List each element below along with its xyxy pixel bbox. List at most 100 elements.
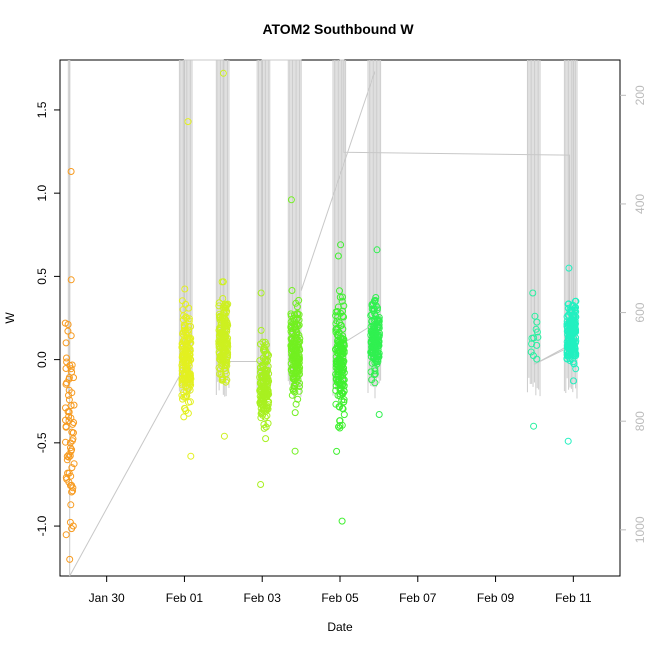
data-point	[224, 351, 232, 359]
data-point	[291, 409, 299, 417]
data-point	[66, 555, 74, 563]
data-point	[565, 329, 573, 337]
data-point	[528, 340, 536, 348]
data-point	[221, 320, 229, 328]
track-path	[69, 59, 574, 577]
data-point	[262, 435, 270, 443]
data-point	[187, 452, 195, 460]
data-point	[567, 335, 575, 343]
y-tick-label: -0.5	[35, 432, 49, 453]
data-point	[563, 320, 571, 328]
data-point	[263, 412, 271, 420]
data-point	[216, 326, 224, 334]
x-tick-label: Feb 09	[477, 591, 515, 605]
data-point	[184, 409, 192, 417]
data-point	[565, 336, 573, 343]
data-point	[264, 419, 272, 427]
data-point	[257, 414, 265, 422]
data-point	[62, 423, 70, 430]
data-point	[65, 386, 73, 394]
data-point	[62, 531, 70, 539]
data-point	[371, 370, 379, 378]
data-point	[565, 339, 573, 347]
data-point	[178, 361, 186, 369]
data-point	[69, 429, 77, 437]
data-point	[219, 314, 227, 321]
data-point	[372, 294, 380, 301]
data-point	[257, 364, 265, 371]
data-point	[180, 413, 188, 421]
data-point	[371, 367, 379, 375]
data-point	[219, 332, 227, 340]
data-point	[337, 356, 345, 364]
data-point	[264, 405, 272, 413]
data-point	[263, 350, 271, 358]
data-point	[65, 374, 73, 381]
data-point	[337, 381, 345, 389]
data-point	[336, 392, 344, 400]
data-point	[338, 297, 346, 305]
data-point	[69, 484, 77, 492]
data-point	[68, 446, 76, 454]
data-point	[336, 337, 344, 345]
data-point	[178, 391, 186, 399]
data-point	[178, 377, 186, 385]
x-tick-label: Feb 07	[399, 591, 437, 605]
data-point	[181, 361, 189, 369]
data-point	[64, 321, 72, 328]
data-point	[63, 475, 71, 483]
data-point	[181, 322, 189, 330]
data-point	[257, 326, 265, 334]
data-point	[224, 300, 232, 308]
data-point	[570, 317, 578, 325]
data-point	[65, 453, 73, 461]
data-point	[563, 351, 571, 359]
data-point	[185, 355, 193, 362]
data-point	[340, 302, 348, 310]
data-point	[260, 343, 268, 351]
x-tick-label: Jan 30	[89, 591, 125, 605]
data-point	[181, 285, 189, 293]
y-tick-label: 1.5	[35, 101, 49, 118]
y-axis-label: W	[3, 312, 17, 324]
data-point	[69, 420, 77, 428]
data-point	[569, 358, 577, 366]
secondary-y-tick-label: 200	[633, 85, 647, 105]
data-point	[216, 314, 224, 322]
data-point	[368, 311, 376, 319]
data-point	[339, 405, 347, 413]
data-point	[261, 366, 268, 373]
data-point	[185, 357, 193, 365]
y-tick-label: 1.0	[35, 184, 49, 201]
data-point	[533, 318, 541, 326]
data-point	[336, 403, 343, 411]
data-point	[368, 349, 376, 357]
data-point	[288, 287, 296, 294]
data-point	[66, 439, 74, 447]
data-point	[337, 241, 345, 249]
data-point	[294, 395, 302, 403]
data-point	[338, 348, 346, 356]
data-point	[219, 295, 227, 302]
data-point	[184, 354, 192, 362]
y-tick-label: 0.0	[35, 351, 49, 368]
data-point	[181, 378, 189, 386]
data-point	[65, 396, 73, 404]
data-point	[373, 320, 381, 328]
data-point	[570, 377, 577, 385]
data-point	[533, 355, 541, 363]
data-point	[340, 398, 348, 406]
data-point	[372, 332, 380, 340]
data-point	[571, 348, 579, 355]
data-point	[260, 391, 268, 399]
data-point	[220, 432, 228, 440]
data-point	[292, 351, 300, 359]
data-point	[221, 364, 229, 372]
data-point	[66, 518, 74, 526]
data-point	[182, 342, 190, 349]
data-point	[290, 316, 298, 324]
data-point	[333, 358, 341, 366]
data-point	[185, 322, 192, 330]
data-point	[373, 246, 381, 254]
data-point	[257, 289, 265, 297]
